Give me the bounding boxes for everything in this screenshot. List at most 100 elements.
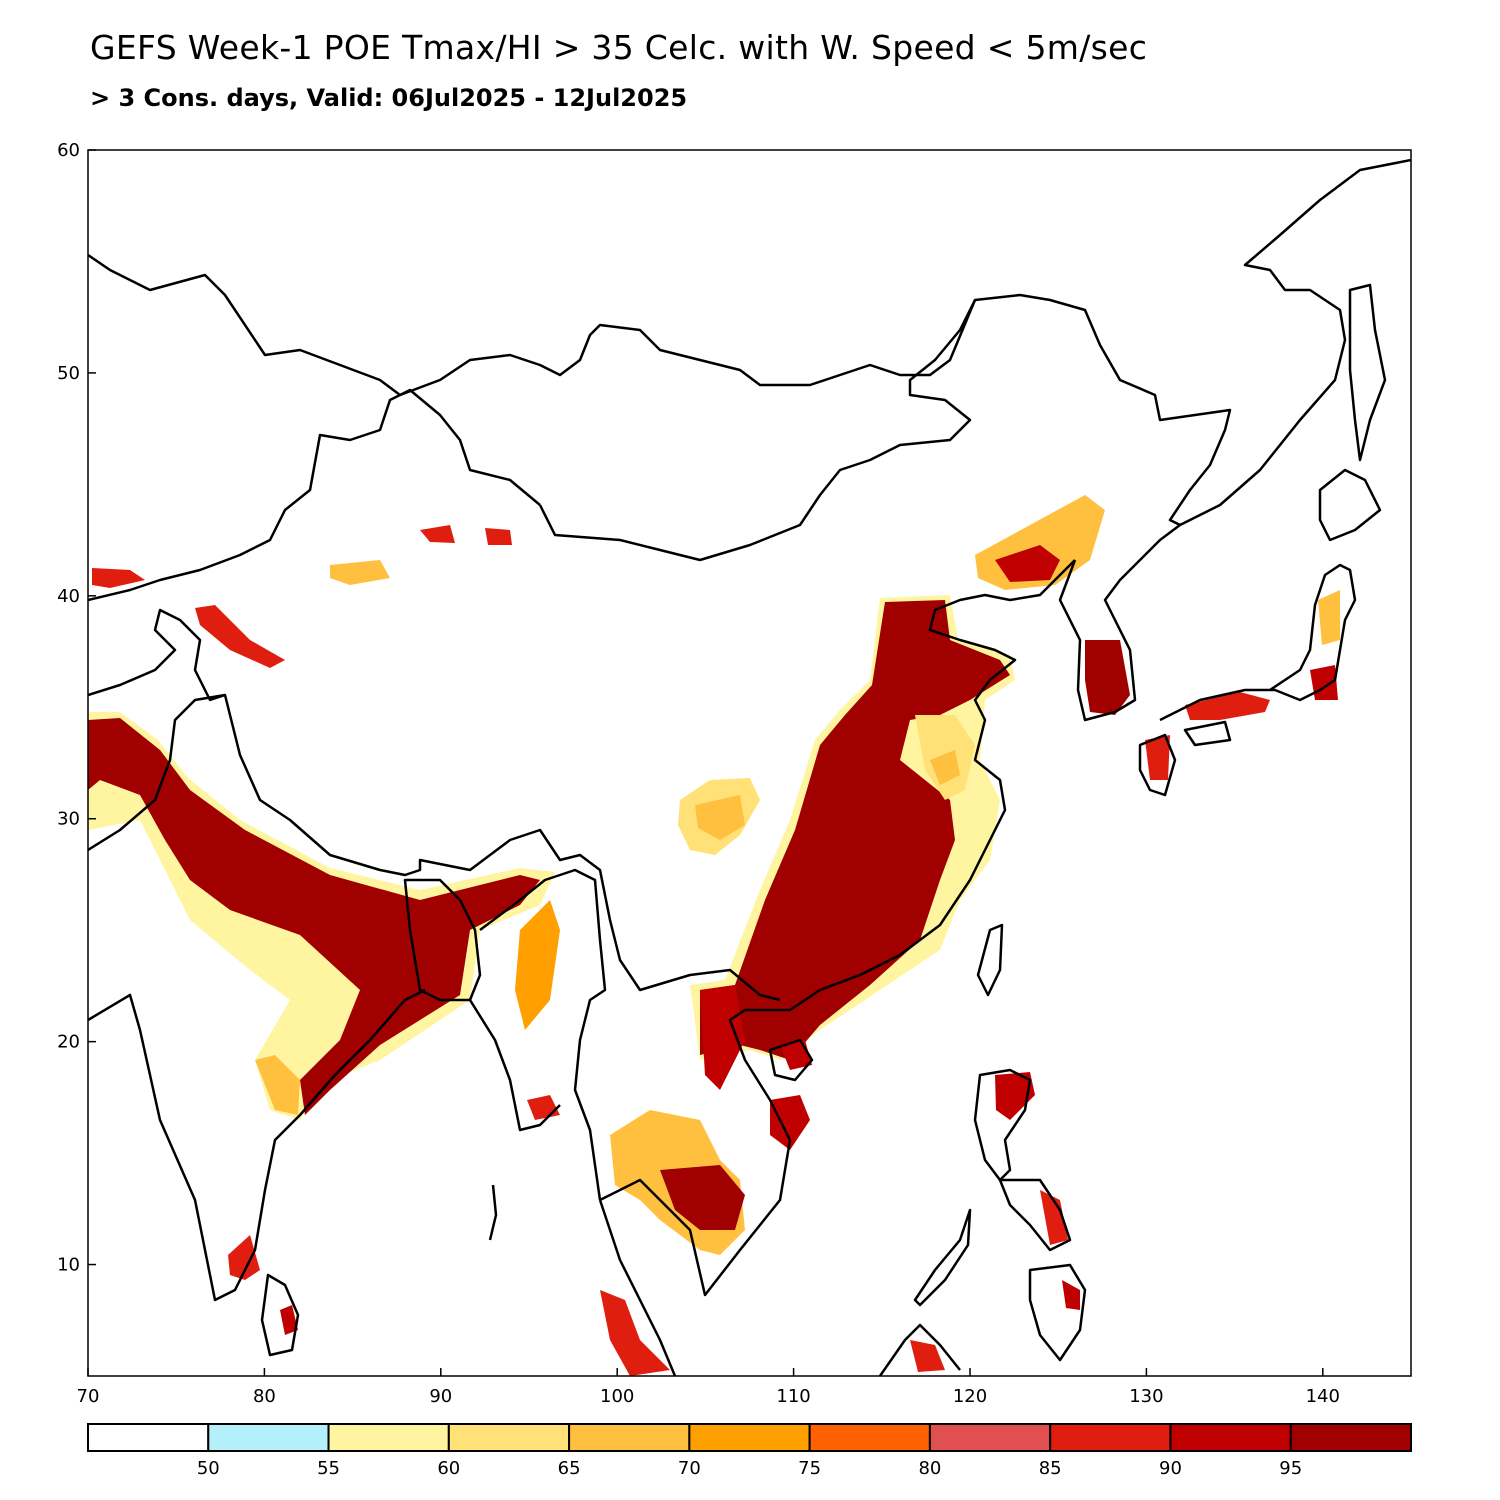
ne-china-mongolia-border [538,293,1232,562]
myanmar-coast [468,999,561,1132]
south-china-coast [819,559,1076,992]
shading-south-india [228,1235,260,1280]
mongolia-north-border [399,299,977,397]
russia-far-east-coast [1179,158,1411,527]
sri-lanka-outline [260,1273,300,1357]
shading-nw-china-patch [330,560,390,585]
hainan-outline [768,1038,814,1082]
shading-japan-kanto [1310,665,1338,700]
x-tick-label: 110 [776,1386,810,1407]
shading-ne-china-core [995,545,1060,582]
x-tick-label: 100 [600,1386,634,1407]
colorbar-label: 50 [197,1458,220,1479]
colorbar-swatch [928,1423,1052,1452]
colorbar-swatch [327,1423,450,1452]
shading-japan-honshu [1185,692,1270,720]
shading-myanmar-south [527,1095,560,1120]
colorbar-label: 85 [1039,1458,1062,1479]
y-tick-label: 60 [57,140,80,161]
colorbar-swatch [808,1423,931,1452]
y-tick-label: 30 [57,809,80,830]
colorbar-swatch [568,1423,691,1452]
shading-mid-india [255,1055,300,1115]
shading-malay [600,1290,670,1376]
x-tick-label: 120 [953,1386,987,1407]
shading-vietnam-north [700,985,745,1090]
philippines-visayas [998,1178,1072,1252]
korea-outline [1058,524,1181,722]
sakhalin-outline [1348,283,1387,462]
colorbar-swatch [87,1423,210,1452]
y-tick-label: 50 [57,363,80,384]
x-tick-label: 90 [429,1386,452,1407]
japan-shikoku [1183,720,1232,747]
shading-turpan-2 [485,528,512,545]
shading-turpan-1 [420,525,455,543]
colorbar-swatch [207,1423,330,1452]
shading-yangtze-inner [930,750,960,785]
x-tick-label: 70 [77,1386,100,1407]
andaman-islands [488,1184,498,1241]
shading-borneo [910,1340,945,1372]
shading-myanmar [515,900,560,1030]
philippines-luzon [973,1068,1032,1182]
probability-shading [88,495,1340,1376]
colorbar-swatch [1289,1423,1413,1452]
colorbar-swatch [688,1423,811,1452]
shading-luzon [995,1072,1035,1120]
shading-sri-lanka [280,1305,298,1335]
x-tick-label: 140 [1306,1386,1340,1407]
colorbar-swatch [1169,1423,1292,1452]
colorbar-swatch [447,1423,571,1452]
x-tick-label: 80 [253,1386,276,1407]
kazakh-china-border [88,388,541,602]
colorbar-label: 75 [798,1458,821,1479]
shading-fergana [92,568,145,588]
colorbar-label: 80 [918,1458,941,1479]
himalaya-border [88,693,781,1002]
colorbar-label: 95 [1279,1458,1302,1479]
shading-tarim [195,605,285,668]
myanmar-border [479,868,607,1201]
philippines-mindanao [1028,1263,1087,1362]
borneo-outline [878,1323,961,1376]
x-axis: 70 80 90 100 110 120 130 140 [77,1368,1340,1407]
shading-north-india-core [88,718,540,1115]
shading-mindanao [1062,1280,1080,1310]
shading-sichuan-inner [695,795,745,840]
shading-cambodia [660,1165,745,1230]
x-tick-label: 130 [1129,1386,1163,1407]
japan-hokkaido [1318,468,1382,542]
colorbar-label: 60 [437,1458,460,1479]
map-subtitle: > 3 Cons. days, Valid: 06Jul2025 - 12Jul… [90,84,688,112]
colorbar-swatch [1049,1423,1172,1452]
y-tick-label: 20 [57,1032,80,1053]
shading-korea [1085,640,1130,715]
shading-kyushu [1145,735,1170,780]
colorbar-label: 90 [1159,1458,1182,1479]
plot-frame [87,149,1412,1377]
colorbar: 50 55 60 65 70 75 80 85 90 95 [87,1423,1413,1479]
shading-japan-north [1318,590,1340,645]
japan-honshu [1159,563,1357,722]
palawan-outline [913,1208,972,1307]
colorbar-label: 70 [678,1458,701,1479]
indochina-coast [598,1199,677,1376]
india-coastline [88,988,426,1302]
map-title: GEFS Week-1 POE Tmax/HI > 35 Celc. with … [90,28,1148,67]
colorbar-label: 65 [558,1458,581,1479]
shading-vietnam-central [770,1095,810,1150]
bangladesh-border [403,878,482,1002]
taiwan-outline [976,923,1004,997]
colorbar-label: 55 [317,1458,340,1479]
y-tick-label: 10 [57,1255,80,1276]
shading-visayas [1040,1190,1068,1245]
japan-kyushu [1138,733,1177,797]
coastlines-borders [88,158,1411,1376]
y-tick-label: 40 [57,586,80,607]
gulf-of-thailand [599,988,821,1297]
russia-kazakh-border [88,253,401,396]
y-axis: 10 20 30 40 50 60 [57,140,96,1276]
pakistan-border [88,608,226,702]
